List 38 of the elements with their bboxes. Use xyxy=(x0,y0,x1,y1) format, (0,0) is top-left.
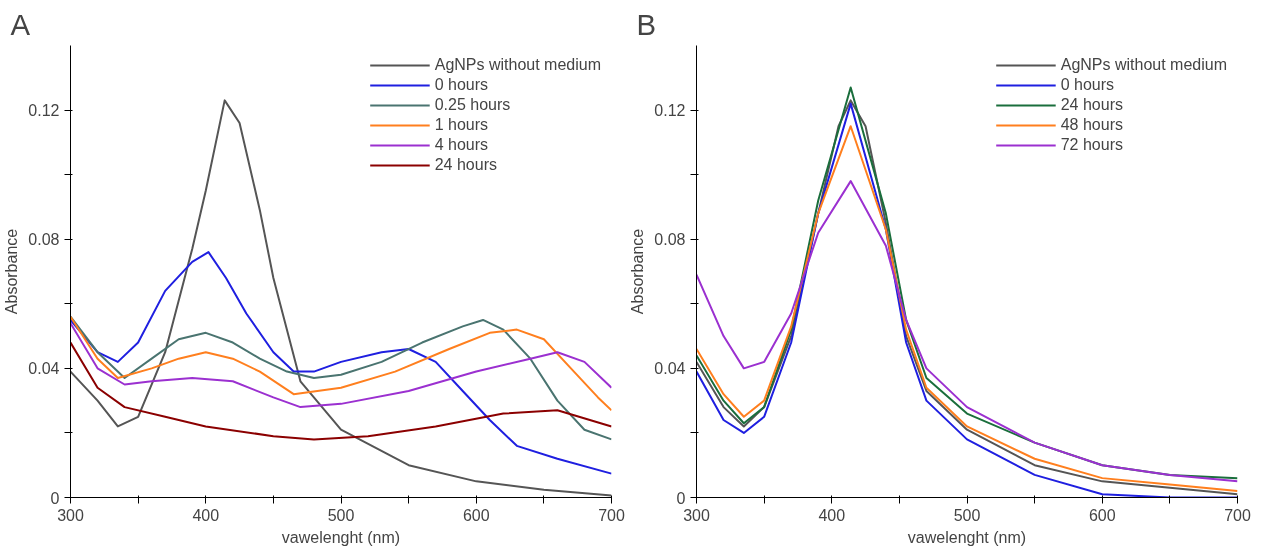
y-tick-label: 0.04 xyxy=(654,360,686,378)
x-tick-label: 400 xyxy=(818,506,846,524)
chart-title: A xyxy=(10,7,31,41)
legend-label: 24 hours xyxy=(434,156,497,174)
x-tick-label: 500 xyxy=(953,506,981,524)
x-tick-label: 300 xyxy=(683,506,710,524)
y-tick-label: 0.08 xyxy=(654,231,686,249)
x-tick-label: 600 xyxy=(462,506,490,524)
x-tick-label: 400 xyxy=(192,506,220,524)
legend-label: 48 hours xyxy=(1060,116,1123,134)
legend-label: 72 hours xyxy=(1060,136,1123,154)
x-tick-label: 300 xyxy=(57,506,84,524)
line-series xyxy=(70,251,612,475)
legend-label: 24 hours xyxy=(1060,96,1123,114)
line-series xyxy=(696,180,1238,483)
legend-label: 1 hours xyxy=(434,116,489,134)
x-tick-label: 600 xyxy=(1088,506,1116,524)
legend-label: 0 hours xyxy=(1060,76,1115,94)
chart-title: B xyxy=(636,7,657,41)
y-tick-label: 0 xyxy=(676,489,686,507)
legend-label: AgNPs without medium xyxy=(434,56,601,74)
legend-label: 4 hours xyxy=(434,136,489,154)
line-series xyxy=(70,341,612,441)
y-tick-label: 0.04 xyxy=(28,360,60,378)
y-axis-title: Absorbance xyxy=(3,228,21,315)
legend-label: 0.25 hours xyxy=(434,96,511,114)
legend-label: AgNPs without medium xyxy=(1060,56,1227,74)
x-tick-label: 700 xyxy=(1224,506,1251,524)
y-tick-label: 0.12 xyxy=(28,102,60,120)
x-axis-title: vawelenght (nm) xyxy=(907,528,1027,546)
y-tick-label: 0.12 xyxy=(654,102,686,120)
legend-label: 0 hours xyxy=(434,76,489,94)
x-tick-label: 500 xyxy=(327,506,355,524)
y-tick-label: 0.08 xyxy=(28,231,60,249)
y-tick-label: 0 xyxy=(50,489,60,507)
x-tick-label: 700 xyxy=(598,506,625,524)
x-axis-title: vawelenght (nm) xyxy=(281,528,401,546)
y-axis-title: Absorbance xyxy=(629,228,647,315)
